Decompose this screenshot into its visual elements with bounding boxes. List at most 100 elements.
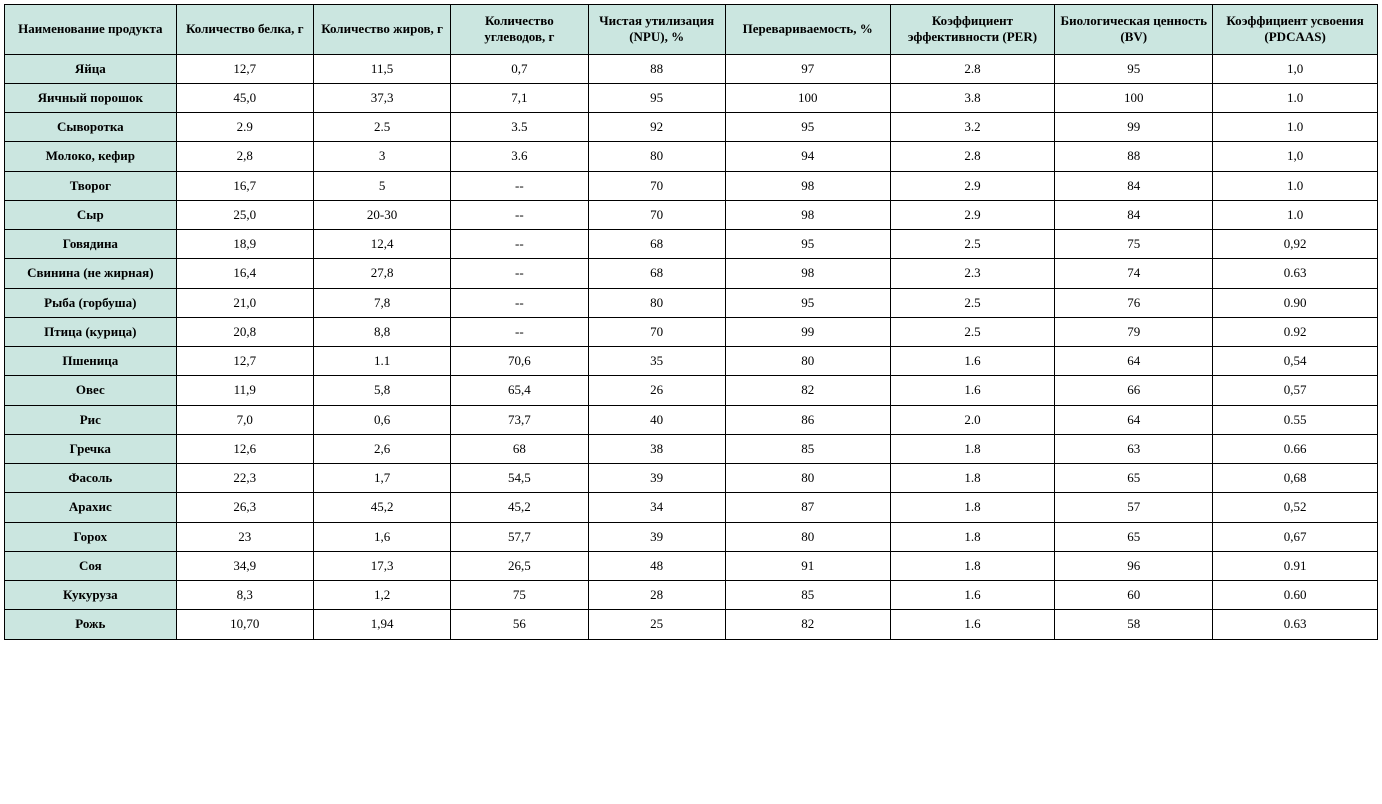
table-row: Птица (курица)20,88,8--70992.5790.92	[5, 317, 1378, 346]
data-cell: 22,3	[176, 464, 313, 493]
data-cell: 70	[588, 200, 725, 229]
data-cell: 11,5	[313, 54, 450, 83]
data-cell: 76	[1055, 288, 1213, 317]
data-cell: 0.91	[1213, 551, 1378, 580]
column-header: Чистая утилизация (NPU), %	[588, 5, 725, 55]
data-cell: 2.5	[890, 317, 1055, 346]
row-header-cell: Свинина (не жирная)	[5, 259, 177, 288]
data-cell: 0,7	[451, 54, 588, 83]
data-cell: 39	[588, 464, 725, 493]
data-cell: 35	[588, 347, 725, 376]
data-cell: 20,8	[176, 317, 313, 346]
data-cell: 25	[588, 610, 725, 639]
data-cell: 99	[1055, 113, 1213, 142]
table-row: Рожь10,701,945625821.6580.63	[5, 610, 1378, 639]
data-cell: 87	[725, 493, 890, 522]
data-cell: 0.55	[1213, 405, 1378, 434]
data-cell: 100	[1055, 83, 1213, 112]
table-row: Сыворотка2.92.53.592953.2991.0	[5, 113, 1378, 142]
row-header-cell: Творог	[5, 171, 177, 200]
data-cell: 64	[1055, 405, 1213, 434]
data-cell: 26,5	[451, 551, 588, 580]
table-row: Рис7,00,673,740862.0640.55	[5, 405, 1378, 434]
row-header-cell: Птица (курица)	[5, 317, 177, 346]
data-cell: 8,8	[313, 317, 450, 346]
data-cell: 1.6	[890, 376, 1055, 405]
data-cell: 26,3	[176, 493, 313, 522]
table-row: Яичный порошок45,037,37,1951003.81001.0	[5, 83, 1378, 112]
data-cell: 45,2	[451, 493, 588, 522]
row-header-cell: Рис	[5, 405, 177, 434]
data-cell: 0.60	[1213, 581, 1378, 610]
data-cell: 0.63	[1213, 259, 1378, 288]
row-header-cell: Рыба (горбуша)	[5, 288, 177, 317]
table-row: Фасоль22,31,754,539801.8650,68	[5, 464, 1378, 493]
data-cell: 85	[725, 434, 890, 463]
data-cell: 10,70	[176, 610, 313, 639]
data-cell: 1.8	[890, 522, 1055, 551]
column-header: Количество белка, г	[176, 5, 313, 55]
data-cell: --	[451, 171, 588, 200]
data-cell: 91	[725, 551, 890, 580]
data-cell: 65	[1055, 464, 1213, 493]
data-cell: 70	[588, 317, 725, 346]
table-row: Яйца12,711,50,788972.8951,0	[5, 54, 1378, 83]
data-cell: 65,4	[451, 376, 588, 405]
data-cell: 54,5	[451, 464, 588, 493]
table-header-row: Наименование продуктаКоличество белка, г…	[5, 5, 1378, 55]
data-cell: 3.6	[451, 142, 588, 171]
data-cell: 12,7	[176, 347, 313, 376]
data-cell: 95	[588, 83, 725, 112]
data-cell: 1.0	[1213, 113, 1378, 142]
data-cell: 1.8	[890, 551, 1055, 580]
column-header: Количество углеводов, г	[451, 5, 588, 55]
data-cell: 88	[1055, 142, 1213, 171]
table-row: Говядина18,912,4--68952.5750,92	[5, 230, 1378, 259]
column-header: Количество жиров, г	[313, 5, 450, 55]
row-header-cell: Яйца	[5, 54, 177, 83]
row-header-cell: Горох	[5, 522, 177, 551]
data-cell: 96	[1055, 551, 1213, 580]
data-cell: 70	[588, 171, 725, 200]
data-cell: 70,6	[451, 347, 588, 376]
data-cell: 2.8	[890, 142, 1055, 171]
data-cell: 17,3	[313, 551, 450, 580]
data-cell: 7,1	[451, 83, 588, 112]
data-cell: 45,2	[313, 493, 450, 522]
row-header-cell: Фасоль	[5, 464, 177, 493]
row-header-cell: Соя	[5, 551, 177, 580]
data-cell: 34	[588, 493, 725, 522]
data-cell: 74	[1055, 259, 1213, 288]
row-header-cell: Кукуруза	[5, 581, 177, 610]
row-header-cell: Гречка	[5, 434, 177, 463]
data-cell: 3	[313, 142, 450, 171]
data-cell: 75	[451, 581, 588, 610]
data-cell: 92	[588, 113, 725, 142]
table-row: Горох231,657,739801.8650,67	[5, 522, 1378, 551]
data-cell: 0,68	[1213, 464, 1378, 493]
data-cell: 99	[725, 317, 890, 346]
data-cell: 1.0	[1213, 200, 1378, 229]
data-cell: 12,6	[176, 434, 313, 463]
data-cell: --	[451, 259, 588, 288]
row-header-cell: Овес	[5, 376, 177, 405]
data-cell: 88	[588, 54, 725, 83]
data-cell: 68	[588, 259, 725, 288]
data-cell: 2.5	[890, 230, 1055, 259]
data-cell: 38	[588, 434, 725, 463]
data-cell: 80	[588, 142, 725, 171]
data-cell: 2.0	[890, 405, 1055, 434]
data-cell: 1.1	[313, 347, 450, 376]
data-cell: 26	[588, 376, 725, 405]
data-cell: 18,9	[176, 230, 313, 259]
data-cell: 98	[725, 200, 890, 229]
data-cell: 2.9	[890, 200, 1055, 229]
column-header: Коэффициент усвоения (PDCAAS)	[1213, 5, 1378, 55]
data-cell: --	[451, 200, 588, 229]
data-cell: 1,7	[313, 464, 450, 493]
table-row: Свинина (не жирная)16,427,8--68982.3740.…	[5, 259, 1378, 288]
data-cell: 0,54	[1213, 347, 1378, 376]
table-row: Сыр25,020-30--70982.9841.0	[5, 200, 1378, 229]
data-cell: 98	[725, 259, 890, 288]
data-cell: 82	[725, 610, 890, 639]
